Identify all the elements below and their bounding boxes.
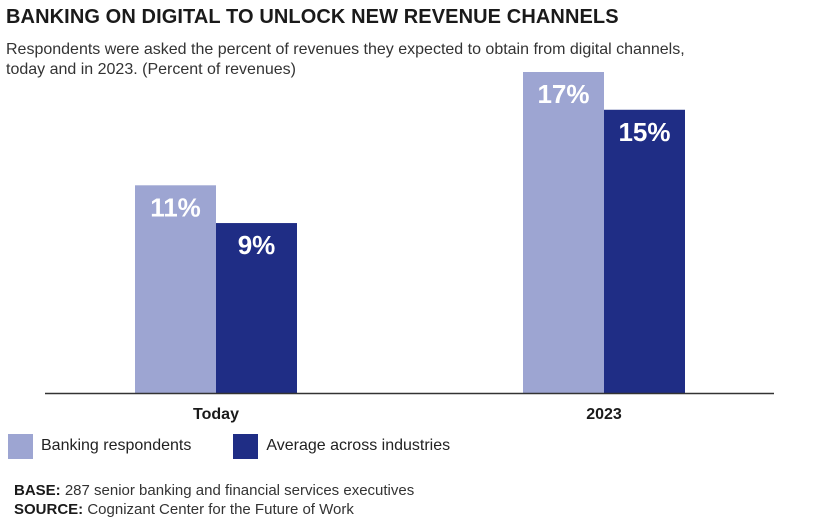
- base-text: 287 senior banking and financial service…: [64, 482, 415, 499]
- legend-label-average: Average across industries: [266, 437, 451, 454]
- source-text: Cognizant Center for the Future of Work: [87, 501, 354, 518]
- chart-subtitle: Respondents were asked the percent of re…: [6, 41, 685, 78]
- footer-source: SOURCE: Cognizant Center for the Future …: [14, 501, 354, 518]
- bar-banking-today: [135, 185, 216, 393]
- bar-average-today: [216, 223, 297, 393]
- footer-base: BASE: 287 senior banking and financial s…: [14, 482, 414, 499]
- data-label-banking-2023: 17%: [537, 79, 589, 109]
- category-label-2023: 2023: [586, 406, 622, 423]
- chart-title: BANKING ON DIGITAL TO UNLOCK NEW REVENUE…: [6, 6, 619, 28]
- source-label: SOURCE:: [14, 501, 84, 518]
- bar-average-2023: [604, 109, 685, 393]
- bar-chart: 11% 9% Today 17% 15% 2023: [45, 72, 774, 423]
- bar-banking-2023: [523, 72, 604, 393]
- legend-label-banking: Banking respondents: [41, 437, 192, 454]
- legend: Banking respondents Average across indus…: [8, 432, 492, 460]
- legend-swatch-banking: [8, 433, 33, 459]
- legend-item-average: Average across industries: [233, 433, 451, 459]
- data-label-average-today: 9%: [238, 230, 276, 260]
- base-label: BASE:: [14, 482, 61, 499]
- data-label-average-2023: 15%: [618, 117, 670, 147]
- category-label-today: Today: [193, 406, 239, 423]
- data-label-banking-today: 11%: [150, 192, 201, 222]
- legend-item-banking: Banking respondents: [8, 433, 192, 459]
- legend-swatch-average: [233, 433, 259, 459]
